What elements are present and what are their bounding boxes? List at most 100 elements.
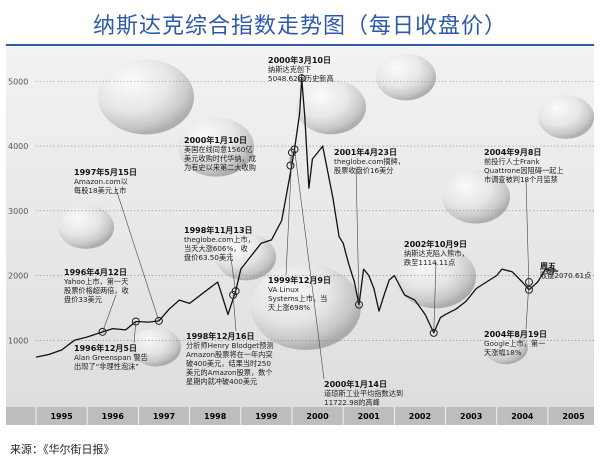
annotation-title-13: 2004年8月19日	[484, 329, 547, 339]
annotation-leader-12	[539, 270, 551, 273]
annotation-line-10-1: 跌至1114.11点	[404, 258, 455, 267]
x-tick-label-1996: 1996	[102, 412, 125, 421]
annotation-line-0-2: 盘价33美元	[64, 295, 102, 304]
bubble-1	[178, 117, 254, 177]
y-tick-label-2000: 2000	[8, 272, 28, 281]
annotation-title-12: 周五	[540, 262, 556, 271]
annotation-leader-10	[433, 261, 437, 333]
annotation-title-2: 1997年5月15日	[74, 167, 137, 177]
bubble-0	[98, 59, 194, 135]
annotation-leader-6	[299, 76, 302, 79]
bubble-4	[442, 170, 510, 224]
annotation-line-0-1: 股票价格超两倍，收	[64, 286, 129, 295]
annotation-5: 2000年1月10日美国在线同意1560亿美元收购时代华纳，成为有史以来第二大收…	[184, 135, 291, 172]
annotation-line-0-0: Yahoo上市，第一天	[63, 277, 128, 286]
annotation-line-4-1: Amazon股票将在一年内突	[186, 350, 273, 359]
y-tick-label-4000: 4000	[8, 142, 28, 151]
annotation-line-11-1: Quattrone因阻碍一起上	[484, 166, 564, 175]
annotation-title-8: 2000年1月14日	[324, 379, 387, 389]
annotation-line-3-1: 当天大涨606%，收	[184, 244, 248, 253]
annotation-11: 2004年9月8日前投行人士FrankQuattrone因阻碍一起上市调查被判1…	[484, 147, 564, 290]
annotation-title-5: 2000年1月10日	[184, 135, 247, 145]
annotation-line-4-4: 星期内就冲破400美元	[186, 377, 257, 386]
x-axis-bar	[6, 407, 594, 425]
bubble-10	[131, 327, 181, 367]
annotation-marker-0	[98, 327, 107, 336]
annotation-line-3-0: theglobe.com上市，	[184, 235, 255, 244]
annotation-marker-12	[546, 267, 555, 276]
annotation-title-9: 2001年4月23日	[334, 147, 397, 157]
annotation-title-7: 1999年12月9日	[268, 275, 331, 285]
y-tick-label-1000: 1000	[8, 336, 28, 345]
annotation-line-13-0: Google上市，第一	[484, 339, 545, 348]
annotation-line-11-2: 市调查被判18个月监禁	[484, 175, 558, 184]
bubble-2	[296, 79, 366, 135]
annotation-line-9-1: 股票收盘价16美分	[334, 166, 393, 175]
annotation-title-4: 1998年12月16日	[186, 331, 255, 341]
chart-title: 纳斯达克综合指数走势图（每日收盘价）	[92, 14, 507, 39]
annotation-line-1-0: Alan Greenspan 警告	[74, 353, 148, 362]
annotation-leader-4	[232, 294, 237, 332]
bubble-6	[396, 245, 476, 309]
annotation-line-10-0: 纳斯达克陷入熊市，	[404, 249, 469, 258]
annotation-3: 1998年11月13日theglobe.com上市，当天大涨606%，收盘价63…	[184, 225, 255, 292]
annotation-line-7-1: Systems上市，当	[268, 294, 327, 303]
annotation-leader-0	[102, 294, 117, 332]
x-axis-ticks: 1995 1996 1997 1998 1999 2000 2001 2002 2003 2004…	[35, 407, 585, 425]
annotation-line-5-2: 为有史以来第二大收购	[184, 163, 256, 172]
x-tick-label-2002: 2002	[409, 412, 431, 421]
annotation-line-8-0: 道琼斯工业平均指数达到	[324, 389, 403, 398]
y-axis-ticks: 1000 2000 3000 4000 5000	[8, 77, 28, 345]
annotation-leader-9	[355, 166, 360, 305]
bubble-9	[484, 329, 528, 365]
chart-area: 1000 2000 3000 4000 5000 1996年4月12日 Yahoo上市，第…	[6, 47, 594, 427]
bubble-3	[376, 53, 436, 101]
x-tick-label-2001: 2001	[358, 412, 381, 421]
annotation-line-7-2: 天上涨698%	[268, 303, 310, 312]
annotation-line-8-1: 11722.98的高峰	[324, 398, 380, 407]
x-tick-label-2003: 2003	[460, 412, 482, 421]
annotation-line-12-0: 收盘2070.61点	[540, 271, 591, 280]
annotation-leader-11	[525, 178, 530, 290]
annotation-line-7-0: VA Linux	[268, 285, 300, 294]
nasdaq-line-chart: 1000 2000 3000 4000 5000 1996年4月12日Yahoo上市，第…	[6, 47, 594, 425]
annotation-marker-2	[154, 316, 163, 325]
annotation-title-6: 2000年3月10日	[268, 55, 331, 65]
annotation-line-9-0: theglobe.com摘牌，	[334, 157, 405, 166]
annotation-line-6-1: 5048.62点历史新高	[268, 74, 334, 83]
annotations: 1996年4月12日Yahoo上市，第一天股票价格超两倍，收盘价33美元1996…	[63, 55, 591, 407]
x-tick-label-1998: 1998	[204, 412, 227, 421]
x-tick-label-1999: 1999	[255, 412, 278, 421]
annotation-leader-3	[229, 251, 236, 292]
annotation-line-5-0: 美国在线同意1560亿	[184, 145, 253, 154]
annotation-line-3-2: 盘价63.50美元	[184, 253, 233, 262]
y-tick-label-5000: 5000	[8, 77, 28, 86]
x-tick-label-2000: 2000	[306, 412, 329, 421]
bubble-11	[538, 95, 594, 139]
bubble-5	[58, 205, 114, 249]
x-tick-label-2004: 2004	[511, 412, 534, 421]
x-tick-label-1997: 1997	[153, 412, 175, 421]
title-rule	[6, 44, 594, 46]
x-tick-label-1995: 1995	[50, 412, 73, 421]
x-tick-label-2005: 2005	[562, 412, 585, 421]
annotation-title-0: 1996年4月12日	[64, 267, 127, 277]
annotation-marker-6	[297, 74, 306, 83]
annotation-line-13-1: 天涨幅18%	[484, 348, 522, 357]
series-line-nasdaq	[35, 77, 559, 358]
annotation-line-2-1: 每股18美元上市	[74, 186, 126, 195]
annotation-line-2-0: Amazon.com以	[74, 177, 128, 186]
annotation-leader-7	[285, 152, 293, 276]
source-note: 来源：《华尔街日报》	[10, 443, 115, 456]
